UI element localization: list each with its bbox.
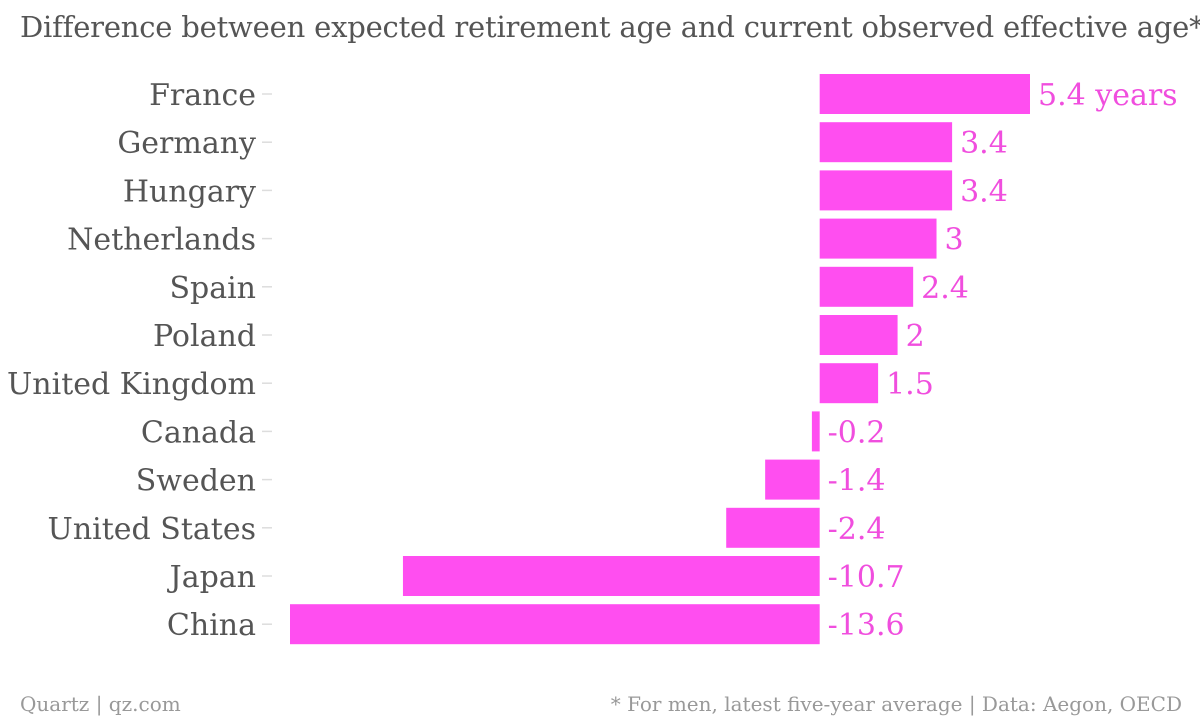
bar bbox=[819, 218, 937, 259]
value-label: -13.6 bbox=[828, 608, 905, 643]
value-label: -1.4 bbox=[828, 464, 886, 499]
category-label: Spain bbox=[169, 271, 256, 306]
bar-chart: France 5.4 years Germany 3.4 Hungary 3.4 Nethe… bbox=[7, 74, 1178, 645]
value-label: 5.4 years bbox=[1038, 78, 1178, 113]
footer-note: * For men, latest five-year average | Da… bbox=[610, 692, 1182, 716]
category-label: China bbox=[167, 608, 256, 643]
category-label: Poland bbox=[153, 319, 256, 354]
chart-title: Difference between expected retirement a… bbox=[20, 10, 1200, 44]
value-label: 3.4 bbox=[960, 174, 1008, 209]
category-label: Hungary bbox=[123, 174, 256, 209]
footer-source: Quartz | qz.com bbox=[20, 692, 181, 716]
category-label: Canada bbox=[141, 415, 256, 450]
value-label: 2.4 bbox=[921, 271, 969, 306]
value-label: 3 bbox=[945, 223, 964, 258]
bar bbox=[819, 122, 953, 163]
bar bbox=[819, 170, 953, 211]
value-label: 1.5 bbox=[886, 367, 934, 402]
value-label: -0.2 bbox=[828, 415, 886, 450]
category-label: United Kingdom bbox=[7, 367, 256, 402]
category-label: United States bbox=[48, 512, 256, 547]
value-label: -2.4 bbox=[828, 512, 886, 547]
value-label: 3.4 bbox=[960, 126, 1008, 161]
bar bbox=[819, 74, 1030, 114]
category-label: Sweden bbox=[136, 464, 256, 499]
category-label: France bbox=[149, 78, 256, 113]
value-label: -10.7 bbox=[828, 560, 905, 595]
bar bbox=[726, 507, 820, 548]
value-label: 2 bbox=[906, 319, 925, 354]
bar bbox=[811, 411, 820, 452]
bar bbox=[765, 459, 820, 500]
bar bbox=[819, 315, 898, 355]
category-label: Germany bbox=[117, 126, 256, 161]
category-label: Netherlands bbox=[67, 223, 256, 258]
bar bbox=[819, 363, 879, 404]
category-label: Japan bbox=[167, 560, 256, 595]
bar bbox=[290, 604, 820, 645]
bar bbox=[402, 556, 820, 596]
bar bbox=[819, 266, 914, 307]
